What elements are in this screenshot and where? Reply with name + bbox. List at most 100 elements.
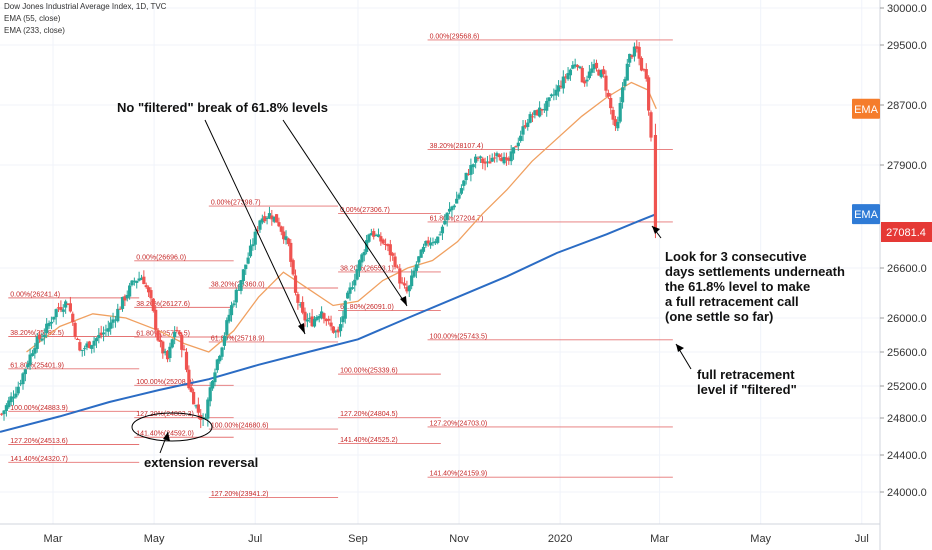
candle-body (530, 116, 535, 118)
candle-body (125, 294, 129, 299)
candle-body (144, 285, 148, 288)
candle-body (478, 156, 482, 158)
candle-body (220, 347, 224, 357)
candle-body (113, 319, 118, 321)
candle-body (92, 340, 96, 346)
candle-body (580, 67, 584, 83)
candle-body (208, 387, 212, 402)
annotation-full-retracement: level if "filtered" (697, 382, 797, 397)
candle-body (599, 70, 603, 78)
candle-body (571, 65, 575, 69)
candle-body (526, 122, 530, 127)
x-axis[interactable]: Mar May Jul Sep Nov 2020 Mar May Jul (44, 533, 869, 545)
candle-body (623, 79, 627, 86)
y-tick-label: 25600.0 (887, 347, 927, 359)
candle-body (336, 329, 340, 333)
candle-body (533, 110, 537, 116)
candle-body (0, 413, 4, 415)
candle-body (149, 290, 153, 299)
candle-body (301, 301, 305, 313)
candle-body (587, 71, 591, 79)
candle-body (19, 383, 23, 385)
candle-body (106, 328, 110, 332)
candle-body (277, 222, 281, 227)
fib-level-label: 100.00%(24883.9) (10, 405, 68, 412)
candle-body (322, 313, 326, 319)
candle-body (83, 348, 87, 350)
fib-level-label: 0.00%(27306.7) (340, 207, 390, 214)
candle-body (291, 260, 295, 275)
candle-body (611, 109, 615, 120)
candle-body (30, 353, 35, 356)
candle-body (165, 350, 170, 360)
candle-body (239, 280, 243, 291)
candle-body (616, 121, 620, 129)
fib-level-label: 127.20%(23941.2) (211, 491, 269, 498)
candle-body (184, 351, 189, 370)
candle-body (488, 161, 492, 164)
fib-level-label: 61.80%(25776.5) (136, 330, 190, 337)
fib-level-label: 141.40%(24525.2) (340, 437, 398, 444)
candle-body (187, 369, 191, 389)
arrow-head (163, 432, 170, 441)
candle-body (225, 320, 229, 335)
candle-body (101, 332, 106, 335)
candle-body (405, 287, 409, 292)
candle-body (566, 73, 570, 80)
fib-level-label: 127.20%(24803.3) (136, 411, 194, 418)
candle-body (130, 280, 134, 286)
candle-body (192, 391, 196, 405)
candle-body (232, 303, 236, 306)
candle-body (630, 55, 634, 58)
candle-body (163, 351, 167, 353)
candle-body (173, 331, 177, 338)
candle-body (578, 66, 582, 69)
y-tick-label: 25200.0 (887, 381, 927, 393)
candle-body (218, 355, 222, 362)
annotation-look-for-settlements: the 61.8% level to make (665, 279, 810, 294)
candle-body (639, 58, 644, 71)
candle-body (334, 331, 338, 333)
candle-body (26, 364, 30, 368)
candle-body (87, 341, 91, 348)
candle-body (237, 289, 241, 291)
candle-body (573, 64, 577, 67)
candle-body (272, 216, 276, 222)
x-tick-label: Jul (855, 533, 869, 545)
candle-body (350, 287, 354, 289)
candle-body (338, 324, 343, 332)
x-tick-label: Mar (650, 533, 669, 545)
badge-ema233-label: EMA (854, 209, 879, 221)
candle-body (431, 242, 435, 244)
candle-body (196, 404, 200, 413)
candle-body (419, 249, 423, 258)
candle-body (61, 309, 65, 312)
candle-body (554, 89, 558, 96)
candle-body (16, 386, 20, 394)
candle-body (227, 314, 231, 322)
y-tick-label: 30000.0 (887, 3, 927, 15)
annotation-arrow (282, 119, 408, 307)
candle-body (374, 235, 378, 237)
candle-body (215, 359, 219, 371)
candle-body (564, 76, 568, 78)
candle-body (343, 300, 347, 319)
fib-level-label: 38.20%(26127.6) (136, 301, 190, 308)
candle-body (507, 158, 511, 161)
annotation-arrow (204, 119, 306, 335)
candle-body (270, 215, 274, 220)
candle-body (519, 135, 523, 141)
candle-body (391, 253, 395, 256)
candle-body (609, 98, 613, 109)
fib-level-label: 61.80%(26091.0) (340, 304, 394, 311)
candle-body (395, 266, 400, 268)
y-axis[interactable]: 24000.0 24400.0 24800.0 25200.0 25600.0 26000… (880, 3, 927, 499)
legend-ema233: EMA (233, close) (4, 26, 65, 35)
candle-body (469, 165, 473, 175)
candle-body (372, 231, 376, 237)
candle-body (64, 301, 68, 308)
ema55-line (26, 81, 657, 353)
candle-body (2, 410, 6, 415)
candle-body (447, 208, 452, 212)
